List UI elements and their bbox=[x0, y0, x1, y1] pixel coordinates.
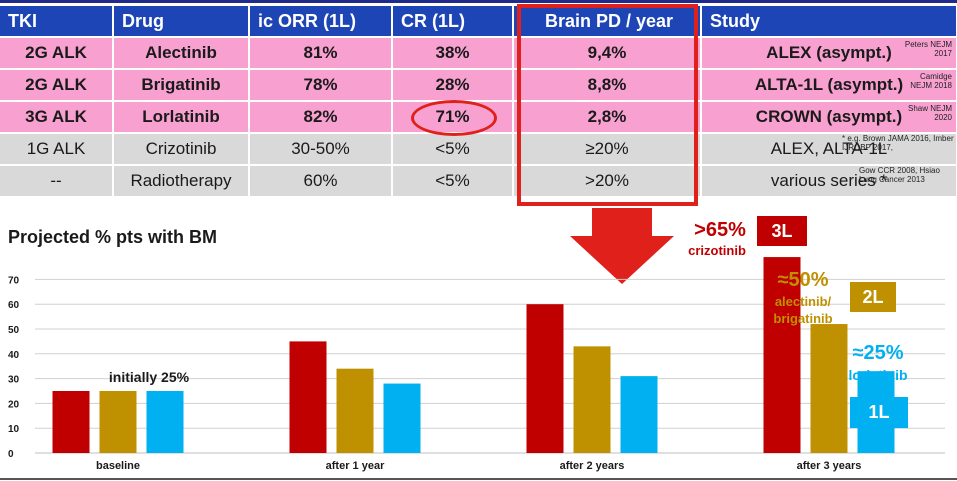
cell-drug: Lorlatinib bbox=[113, 101, 250, 134]
cell-study: ALEX (asympt.) Peters NEJM 2017 bbox=[701, 37, 957, 70]
table-row: 1G ALK Crizotinib 30-50% <5% ≥20% ALEX, … bbox=[0, 133, 957, 166]
cell-tki: 3G ALK bbox=[0, 101, 114, 134]
cell-cr: 28% bbox=[392, 69, 514, 102]
lorlatinib-percent: ≈25% bbox=[852, 342, 904, 364]
bar-alectinib-brigatinib bbox=[99, 391, 137, 453]
bar-lorlatinib bbox=[620, 376, 658, 453]
cell-drug: Crizotinib bbox=[113, 133, 250, 166]
bar-crizotinib bbox=[289, 341, 327, 453]
alectinib-brigatinib-percent: ≈50% bbox=[777, 269, 829, 291]
bar-lorlatinib bbox=[146, 391, 184, 453]
cell-orr: 30-50% bbox=[249, 133, 393, 166]
cell-study: various series * Gow CCR 2008, Hsiao Lung… bbox=[701, 165, 957, 198]
cell-pd: 9,4% bbox=[513, 37, 702, 70]
bar-crizotinib bbox=[52, 391, 90, 453]
cell-pd: ≥20% bbox=[513, 133, 702, 166]
study-name: CROWN (asympt.) bbox=[755, 107, 903, 126]
y-tick-label: 60 bbox=[8, 300, 20, 311]
table-header-row: TKI Drug ic ORR (1L) CR (1L) Brain PD / … bbox=[0, 6, 957, 38]
cell-orr: 81% bbox=[249, 37, 393, 70]
tag-3l: 3L bbox=[757, 216, 807, 246]
y-tick-label: 40 bbox=[8, 350, 20, 361]
crizotinib-percent: >65% bbox=[694, 219, 746, 241]
y-tick-label: 70 bbox=[8, 275, 20, 286]
x-tick-label: baseline bbox=[96, 460, 140, 472]
header-tki: TKI bbox=[0, 6, 114, 38]
study-reference: Shaw NEJM 2020 bbox=[907, 104, 952, 122]
study-name: ALTA-1L (asympt.) bbox=[754, 75, 904, 94]
cell-pd: 8,8% bbox=[513, 69, 702, 102]
bar-alectinib-brigatinib bbox=[336, 368, 374, 453]
table-row: -- Radiotherapy 60% <5% >20% various ser… bbox=[0, 165, 957, 198]
study-reference: Camidge NEJM 2018 bbox=[910, 72, 952, 90]
lorlatinib-label: lorlatinib bbox=[848, 367, 908, 383]
cell-tki: 2G ALK bbox=[0, 37, 114, 70]
cell-orr: 82% bbox=[249, 101, 393, 134]
cell-drug: Alectinib bbox=[113, 37, 250, 70]
y-tick-label: 30 bbox=[8, 375, 20, 386]
cr-highlight-circle bbox=[411, 100, 497, 136]
cell-cr: <5% bbox=[392, 133, 514, 166]
header-ic-orr: ic ORR (1L) bbox=[249, 6, 393, 38]
cell-orr: 78% bbox=[249, 69, 393, 102]
alectinib-brigatinib-label: alectinib/ brigatinib bbox=[773, 294, 833, 326]
y-tick-label: 10 bbox=[8, 424, 20, 435]
cell-tki: -- bbox=[0, 165, 114, 198]
study-reference: * e.g. Brown JAMA 2016, Imber IJROBP 201… bbox=[842, 134, 954, 152]
top-rule bbox=[0, 0, 957, 3]
study-name: ALEX, ALTA-1L bbox=[770, 139, 888, 158]
y-tick-label: 50 bbox=[8, 325, 20, 336]
tag-2l: 2L bbox=[850, 282, 896, 312]
cell-tki: 1G ALK bbox=[0, 133, 114, 166]
tki-comparison-table: TKI Drug ic ORR (1L) CR (1L) Brain PD / … bbox=[0, 6, 957, 198]
study-reference: Peters NEJM 2017 bbox=[904, 40, 952, 58]
cell-tki: 2G ALK bbox=[0, 69, 114, 102]
table-row: 2G ALK Brigatinib 78% 28% 8,8% ALTA-1L (… bbox=[0, 69, 957, 102]
crizotinib-label: crizotinib bbox=[688, 243, 746, 258]
cell-pd: 2,8% bbox=[513, 101, 702, 134]
down-arrow-icon bbox=[570, 208, 674, 284]
bar-lorlatinib bbox=[383, 383, 421, 453]
cell-study: ALEX, ALTA-1L * e.g. Brown JAMA 2016, Imb… bbox=[701, 133, 957, 166]
header-drug: Drug bbox=[113, 6, 250, 38]
y-tick-label: 0 bbox=[8, 449, 14, 460]
baseline-annotation: initially 25% bbox=[108, 369, 190, 385]
bottom-rule bbox=[0, 478, 957, 480]
bar-alectinib-brigatinib bbox=[573, 346, 611, 453]
header-study: Study bbox=[701, 6, 957, 38]
chart-title: Projected % pts with BM bbox=[8, 227, 218, 247]
cell-drug: Radiotherapy bbox=[113, 165, 250, 198]
bar-chart: 0 10 20 30 40 50 60 70 baseline after 1 year after… bbox=[8, 257, 945, 472]
cell-orr: 60% bbox=[249, 165, 393, 198]
cell-pd: >20% bbox=[513, 165, 702, 198]
y-tick-label: 20 bbox=[8, 399, 20, 410]
brain-pd-highlight-box bbox=[517, 4, 698, 206]
x-tick-label: after 3 years bbox=[797, 460, 862, 472]
cell-drug: Brigatinib bbox=[113, 69, 250, 102]
tag-1l: 1L bbox=[850, 397, 908, 428]
table-row: 2G ALK Alectinib 81% 38% 9,4% ALEX (asym… bbox=[0, 37, 957, 70]
cell-cr: 38% bbox=[392, 37, 514, 70]
study-reference: Gow CCR 2008, Hsiao Lung Cancer 2013 bbox=[859, 166, 940, 184]
bar-alectinib-brigatinib bbox=[810, 324, 848, 453]
cell-study: CROWN (asympt.) Shaw NEJM 2020 bbox=[701, 101, 957, 134]
cell-study: ALTA-1L (asympt.) Camidge NEJM 2018 bbox=[701, 69, 957, 102]
header-brain-pd: Brain PD / year bbox=[513, 6, 702, 38]
study-name: various series * bbox=[770, 171, 888, 190]
bar-crizotinib bbox=[526, 304, 564, 453]
x-tick-label: after 1 year bbox=[326, 460, 385, 472]
bar-crizotinib bbox=[763, 257, 801, 453]
header-cr: CR (1L) bbox=[392, 6, 514, 38]
cell-cr: <5% bbox=[392, 165, 514, 198]
study-name: ALEX (asympt.) bbox=[766, 43, 892, 62]
x-tick-label: after 2 years bbox=[560, 460, 625, 472]
